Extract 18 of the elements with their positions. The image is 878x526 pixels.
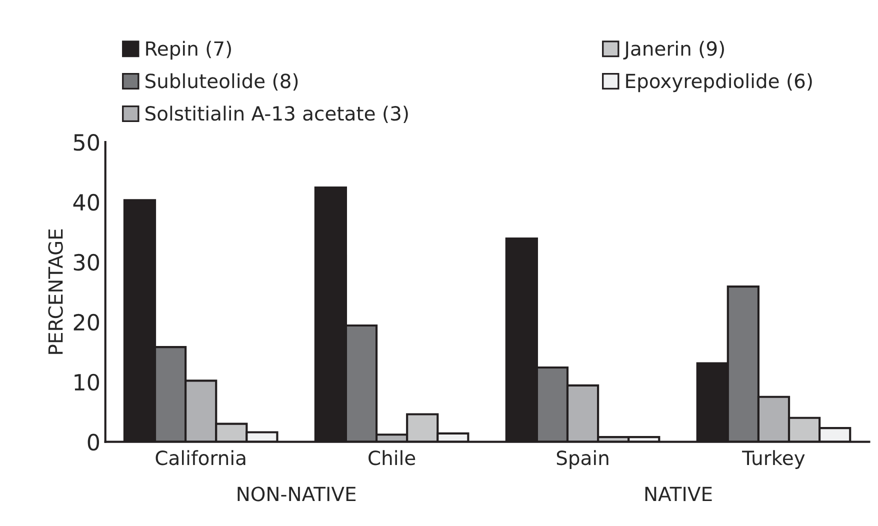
- y-tick-label: 40: [73, 194, 100, 211]
- y-axis-title: PERCENTAGE: [48, 229, 63, 354]
- legend-label: Janerin (9): [623, 40, 724, 60]
- y-tick-label: 50: [74, 134, 100, 151]
- y-tick-label: 20: [74, 314, 100, 331]
- y-tick-label: 0: [88, 434, 100, 451]
- x-tick-label: California: [156, 450, 246, 466]
- legend-label: Solstitialin A-13 acetate (3): [146, 106, 408, 124]
- legend-label: Subluteolide (8): [146, 73, 298, 91]
- legend-label: Repin (7): [146, 40, 231, 60]
- text: NON-NATIVE: [238, 486, 356, 502]
- x-tick-label: Chile: [368, 450, 416, 466]
- legend-label: Epoxyrepdiolide (6): [626, 73, 812, 92]
- y-tick-label: 10: [74, 374, 100, 391]
- x-tick-label: Spain: [556, 450, 608, 469]
- y-tick-label: 30: [74, 254, 100, 271]
- x-tick-label: Turkey: [742, 450, 805, 469]
- text: NATIVE: [645, 486, 712, 502]
